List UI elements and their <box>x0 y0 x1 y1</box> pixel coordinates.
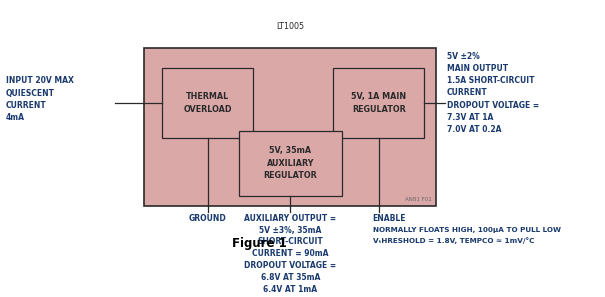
Text: 5V ±2%
MAIN OUTPUT
1.5A SHORT-CIRCUIT
CURRENT
DROPOUT VOLTAGE =
7.3V AT 1A
7.0V : 5V ±2% MAIN OUTPUT 1.5A SHORT-CIRCUIT CU… <box>446 52 539 134</box>
FancyBboxPatch shape <box>333 68 424 138</box>
Text: 5V, 1A MAIN
REGULATOR: 5V, 1A MAIN REGULATOR <box>351 92 406 114</box>
Text: GROUND: GROUND <box>189 214 227 223</box>
Text: Figure 1: Figure 1 <box>232 237 287 250</box>
Text: NORMALLY FLOATS HIGH, 100μA TO PULL LOW: NORMALLY FLOATS HIGH, 100μA TO PULL LOW <box>373 227 561 233</box>
Text: AUXILIARY OUTPUT =
5V ±3%, 35mA
SHORT-CIRCUIT
CURRENT = 90mA
DROPOUT VOLTAGE =
6: AUXILIARY OUTPUT = 5V ±3%, 35mA SHORT-CI… <box>244 214 336 294</box>
Text: LT1005: LT1005 <box>276 22 304 31</box>
Text: THERMAL
OVERLOAD: THERMAL OVERLOAD <box>183 92 232 114</box>
Text: VₜHRESHOLD = 1.8V, TEMPCO ≈ 1mV/°C: VₜHRESHOLD = 1.8V, TEMPCO ≈ 1mV/°C <box>373 237 534 244</box>
Text: INPUT 20V MAX
QUIESCENT
CURRENT
4mA: INPUT 20V MAX QUIESCENT CURRENT 4mA <box>6 76 74 122</box>
FancyBboxPatch shape <box>145 48 436 206</box>
Text: ENABLE: ENABLE <box>373 214 406 223</box>
Text: AN81 F01: AN81 F01 <box>405 197 431 202</box>
Text: 5V, 35mA
AUXILIARY
REGULATOR: 5V, 35mA AUXILIARY REGULATOR <box>263 146 317 180</box>
FancyBboxPatch shape <box>162 68 253 138</box>
FancyBboxPatch shape <box>238 131 342 196</box>
